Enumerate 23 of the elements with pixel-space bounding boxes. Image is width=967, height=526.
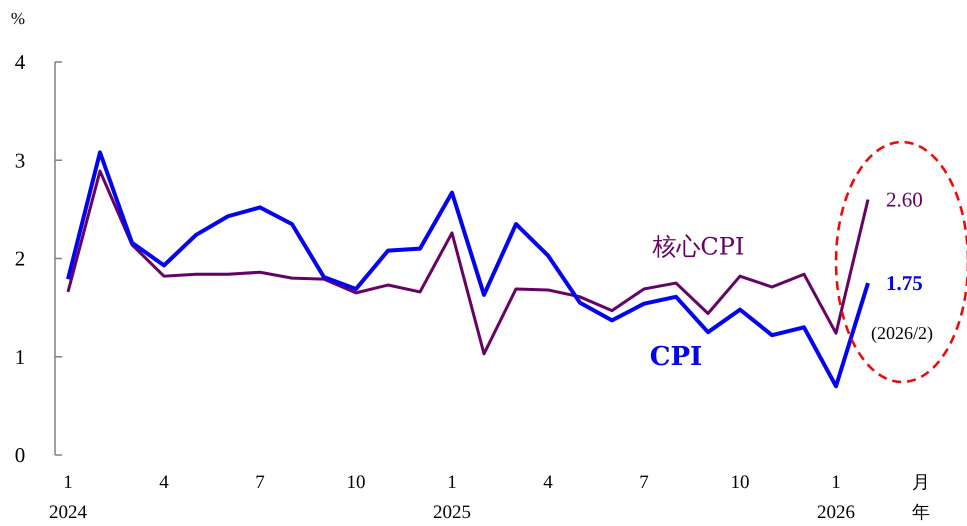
x-tick-label: 7 xyxy=(255,472,265,493)
text: 年 xyxy=(912,502,930,523)
annotation: (2026/2) xyxy=(871,323,933,344)
x-tick-label: 1 2024 xyxy=(49,472,88,523)
y-tick-label: 3 xyxy=(14,148,26,172)
x-tick-label: 10 xyxy=(730,472,750,493)
y-tick-label: 4 xyxy=(14,50,26,74)
y-axis-title: % xyxy=(10,9,26,28)
data-label: 2.60 xyxy=(886,188,923,212)
line-series xyxy=(66,150,870,388)
x-tick-label: 1 2026 xyxy=(817,472,855,523)
x-tick-label: 4 xyxy=(543,472,554,493)
y-tick-label: 2 xyxy=(14,246,26,270)
series-label: 核心CPI xyxy=(651,232,744,261)
x-tick-label: 10 xyxy=(346,472,366,493)
x-tick-label: 1 2025 xyxy=(433,472,471,523)
y-tick-label: 1 xyxy=(14,344,26,369)
y-tick-label: 0 xyxy=(14,443,26,467)
data-label: 1.75 xyxy=(886,271,923,296)
series-label: CPI xyxy=(650,342,702,372)
x-axis-title: 月 xyxy=(912,472,930,493)
x-tick-label: 4 xyxy=(159,472,170,493)
x-tick-label: 7 xyxy=(639,472,649,493)
